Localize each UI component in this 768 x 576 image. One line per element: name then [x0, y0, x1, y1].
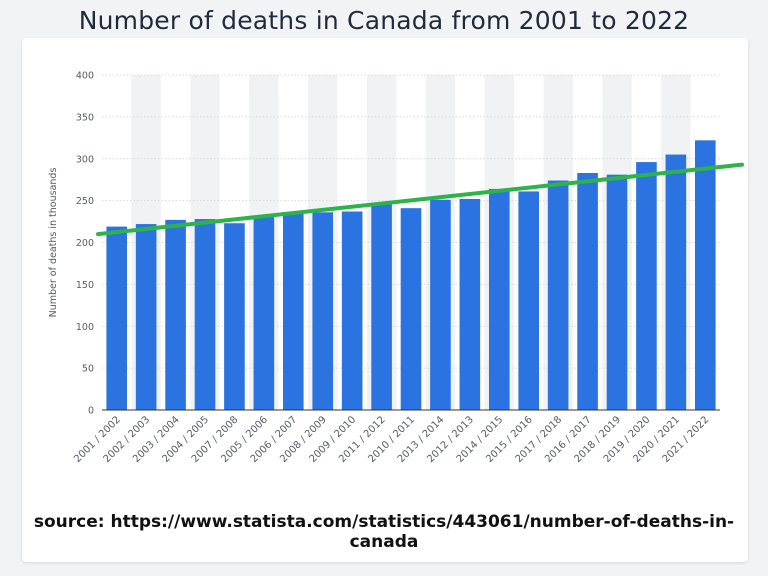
y-tick-label: 0: [88, 406, 94, 417]
bar: [518, 191, 540, 410]
bar: [430, 199, 451, 410]
source-text: source: https://www.statista.com/statist…: [33, 512, 735, 552]
bar: [694, 140, 716, 410]
trendline: [96, 162, 744, 237]
bar: [253, 215, 275, 410]
bar: [194, 219, 216, 410]
bar: [606, 174, 628, 410]
bar: [106, 226, 128, 410]
bar: [665, 154, 687, 410]
y-axis-title: Number of deaths in thousands: [48, 168, 59, 318]
y-tick-label: 400: [76, 71, 94, 82]
bar: [312, 212, 334, 410]
y-tick-label: 150: [76, 280, 94, 291]
y-tick-label: 350: [76, 112, 94, 123]
y-tick-label: 100: [76, 322, 94, 333]
bar: [282, 212, 304, 410]
bar: [459, 198, 481, 410]
bar: [400, 208, 422, 410]
bar: [371, 203, 392, 410]
y-tick-label: 300: [76, 154, 94, 165]
y-tick-label: 50: [82, 364, 94, 375]
bar: [224, 223, 245, 410]
bar: [135, 224, 157, 410]
y-tick-label: 200: [76, 238, 94, 249]
chart-card: 0 50 100 150 200 250 300 350 400 2001 / 2002 2002 …: [22, 38, 748, 562]
bar: [165, 219, 186, 410]
chart-title: Number of deaths in Canada from 2001 to …: [78, 6, 690, 35]
y-tick-label: 250: [76, 196, 94, 207]
bar: [577, 172, 598, 410]
bar: [636, 162, 657, 410]
bar: [488, 188, 510, 410]
bar: [341, 211, 363, 410]
bar: [547, 180, 569, 410]
